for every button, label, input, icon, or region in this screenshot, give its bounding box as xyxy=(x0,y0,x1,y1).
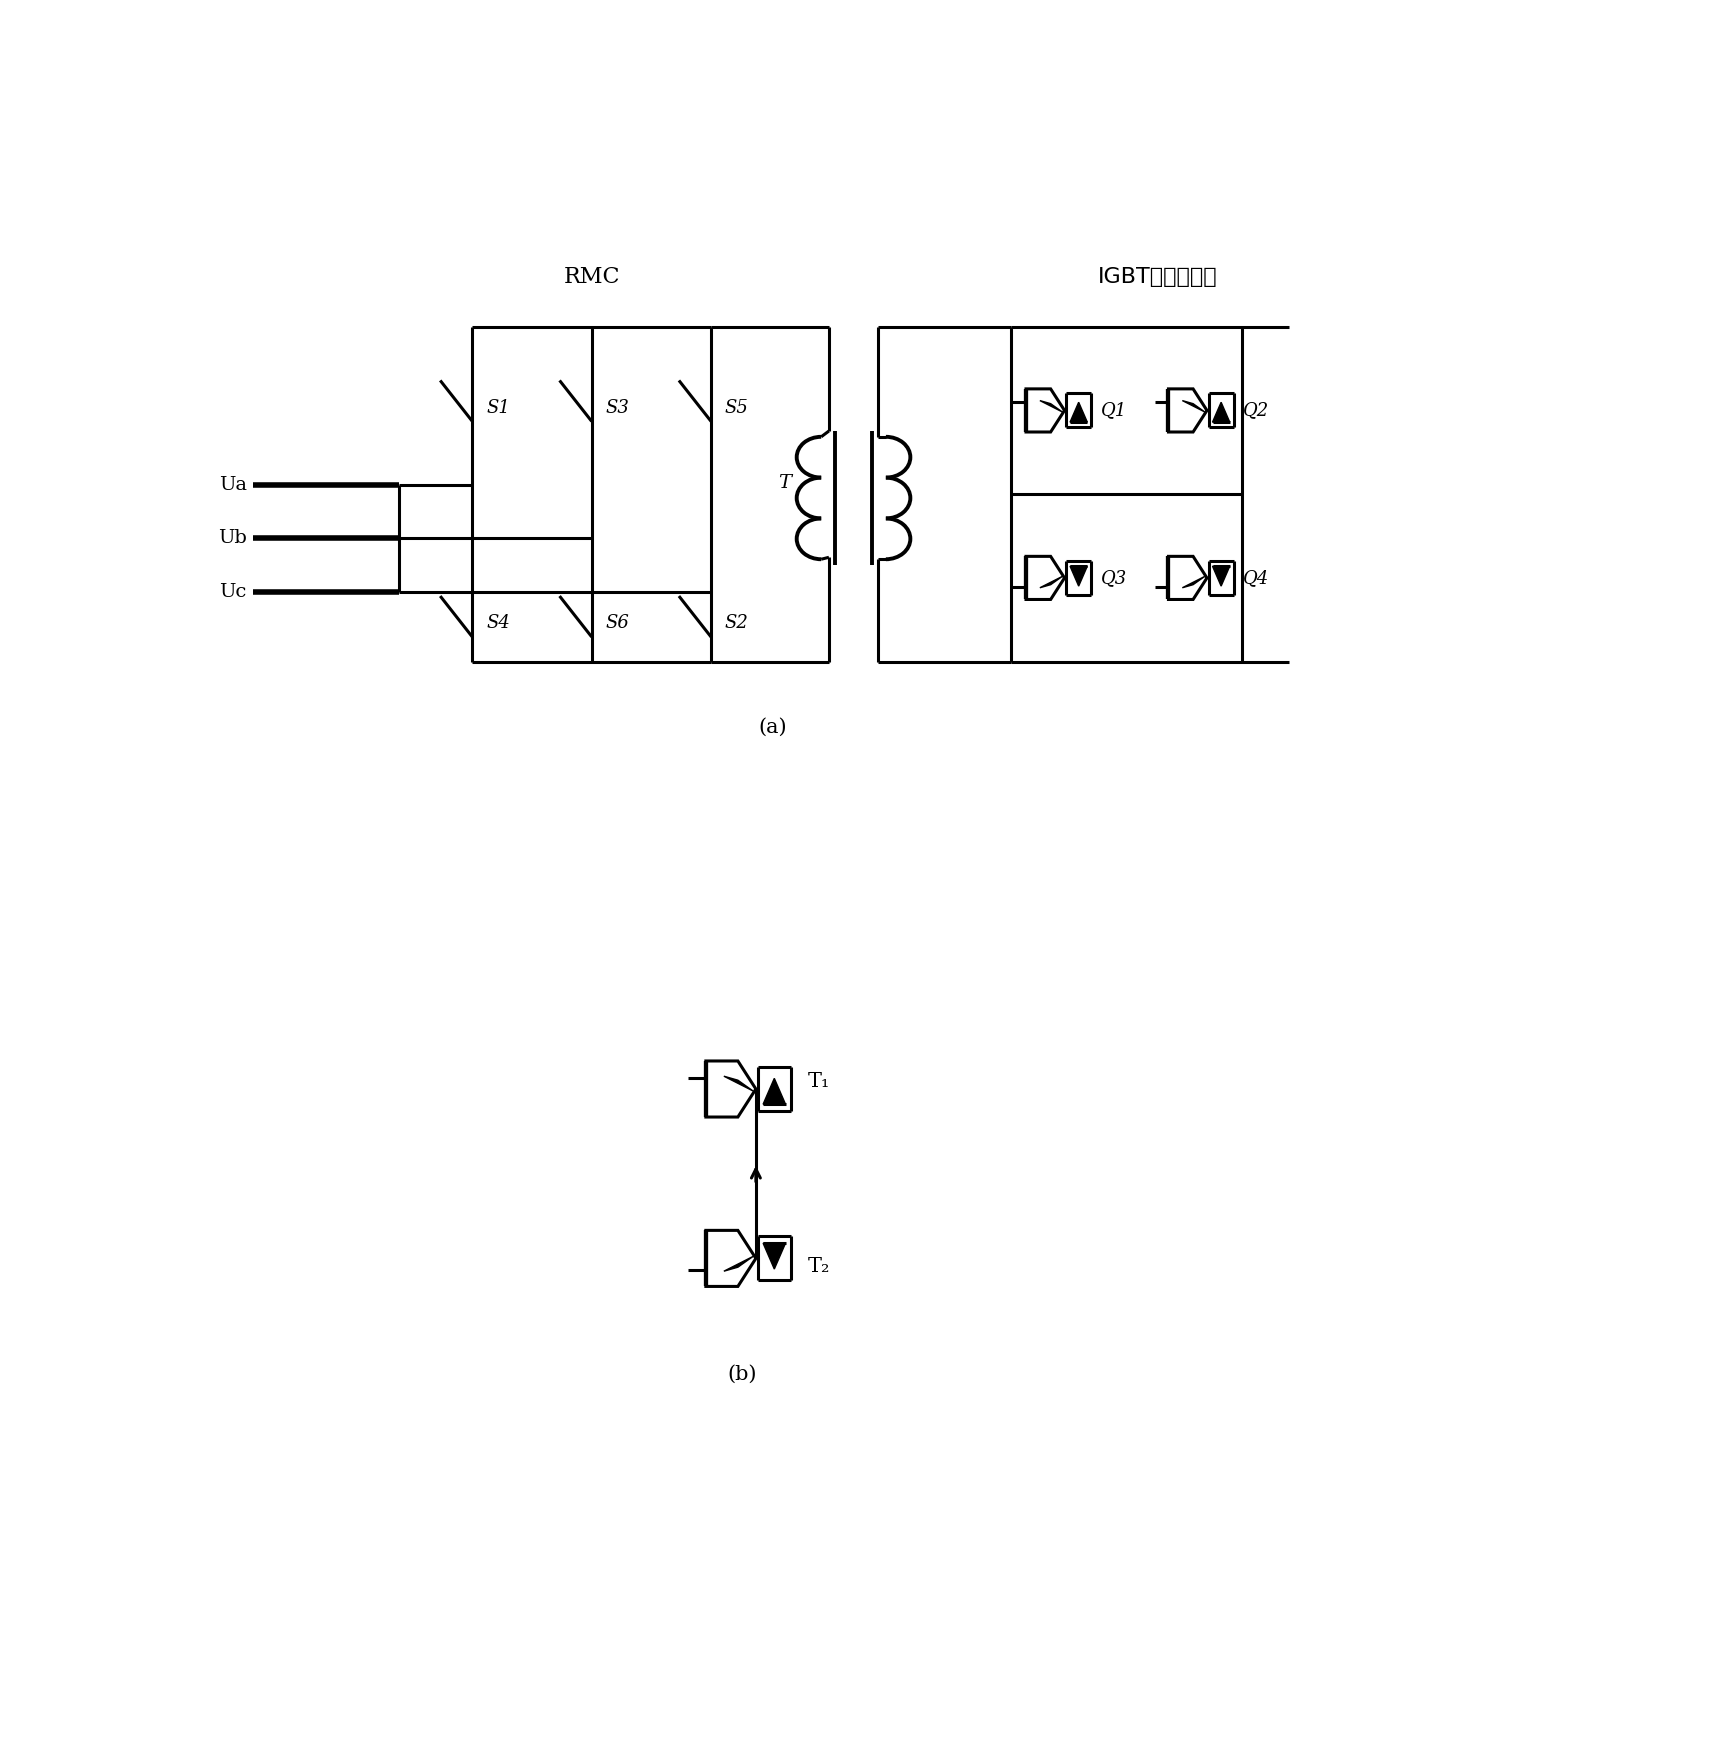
Text: Uc: Uc xyxy=(219,583,247,602)
Text: S5: S5 xyxy=(724,398,748,417)
Polygon shape xyxy=(724,1075,753,1091)
Text: S3: S3 xyxy=(606,398,630,417)
Text: S6: S6 xyxy=(606,614,630,632)
Text: Ua: Ua xyxy=(219,475,247,493)
Text: IGBT全控变流器: IGBT全控变流器 xyxy=(1097,268,1217,287)
Text: S1: S1 xyxy=(486,398,510,417)
Text: (a): (a) xyxy=(758,718,788,737)
Polygon shape xyxy=(724,1257,753,1271)
Polygon shape xyxy=(1039,576,1063,588)
Polygon shape xyxy=(764,1079,786,1104)
Polygon shape xyxy=(1039,401,1063,412)
Text: S4: S4 xyxy=(486,614,510,632)
Text: T: T xyxy=(777,473,791,491)
Polygon shape xyxy=(1070,403,1087,422)
Text: S2: S2 xyxy=(724,614,748,632)
Text: Q3: Q3 xyxy=(1101,568,1126,586)
Polygon shape xyxy=(1070,567,1087,586)
Text: Ub: Ub xyxy=(217,530,247,547)
Polygon shape xyxy=(1183,576,1205,588)
Polygon shape xyxy=(764,1243,786,1269)
Polygon shape xyxy=(1183,401,1205,412)
Text: RMC: RMC xyxy=(563,266,620,287)
Polygon shape xyxy=(1212,567,1229,586)
Text: T₁: T₁ xyxy=(808,1072,830,1091)
Text: T₂: T₂ xyxy=(808,1257,830,1276)
Text: Q4: Q4 xyxy=(1243,568,1269,586)
Text: Q2: Q2 xyxy=(1243,401,1269,419)
Text: (b): (b) xyxy=(728,1364,757,1383)
Polygon shape xyxy=(1212,403,1229,422)
Text: Q1: Q1 xyxy=(1101,401,1126,419)
